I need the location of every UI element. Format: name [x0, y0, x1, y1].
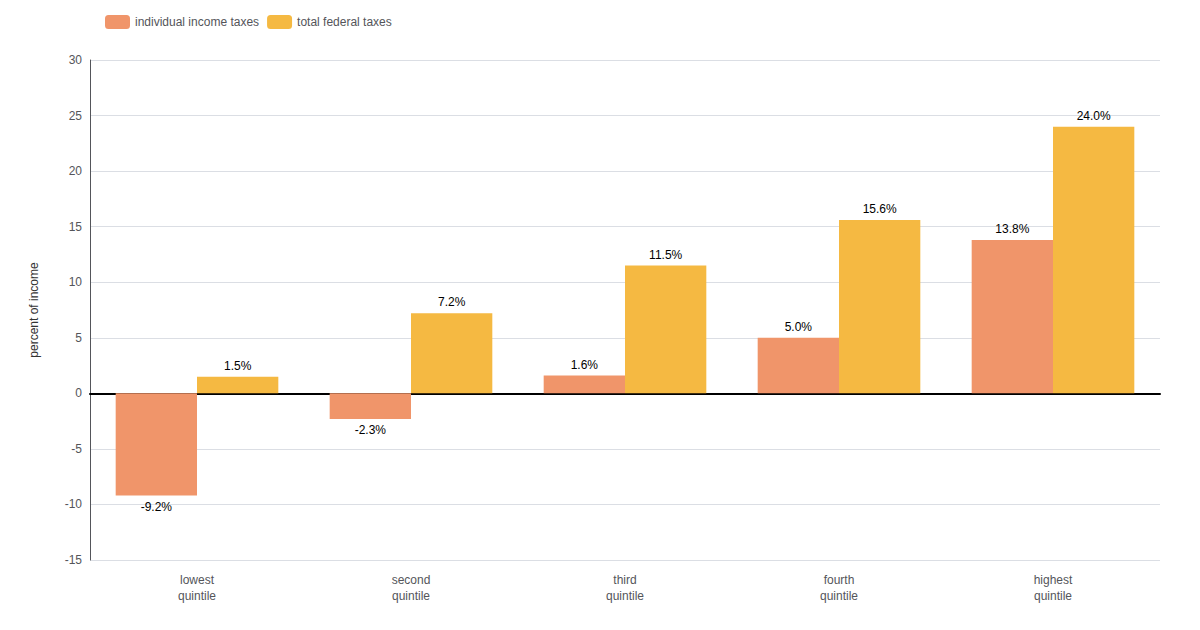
svg-text:highest: highest	[1034, 573, 1073, 587]
svg-text:-10: -10	[65, 497, 83, 511]
svg-text:13.8%: 13.8%	[995, 222, 1029, 236]
svg-text:quintile: quintile	[1034, 589, 1072, 603]
svg-text:0: 0	[75, 386, 82, 400]
svg-text:quintile: quintile	[820, 589, 858, 603]
svg-text:quintile: quintile	[392, 589, 430, 603]
svg-text:5.0%: 5.0%	[785, 320, 813, 334]
svg-text:-9.2%: -9.2%	[141, 500, 173, 514]
svg-text:lowest: lowest	[180, 573, 215, 587]
svg-text:-15: -15	[65, 553, 83, 567]
svg-text:individual income taxes: individual income taxes	[135, 15, 259, 29]
svg-text:-5: -5	[71, 442, 82, 456]
svg-text:30: 30	[69, 53, 83, 67]
svg-text:quintile: quintile	[606, 589, 644, 603]
svg-text:-2.3%: -2.3%	[355, 423, 387, 437]
svg-text:15: 15	[69, 220, 83, 234]
svg-text:third: third	[613, 573, 636, 587]
svg-text:20: 20	[69, 164, 83, 178]
svg-text:24.0%: 24.0%	[1077, 109, 1111, 123]
svg-text:second: second	[392, 573, 431, 587]
svg-text:percent of income: percent of income	[27, 262, 41, 358]
svg-text:7.2%: 7.2%	[438, 295, 466, 309]
svg-text:total federal taxes: total federal taxes	[297, 15, 392, 29]
svg-text:1.6%: 1.6%	[571, 358, 599, 372]
svg-text:quintile: quintile	[178, 589, 216, 603]
svg-text:5: 5	[75, 331, 82, 345]
svg-text:15.6%: 15.6%	[863, 202, 897, 216]
svg-text:10: 10	[69, 275, 83, 289]
svg-text:1.5%: 1.5%	[224, 359, 252, 373]
svg-text:11.5%: 11.5%	[649, 248, 682, 262]
svg-text:fourth: fourth	[824, 573, 855, 587]
svg-text:25: 25	[69, 109, 83, 123]
